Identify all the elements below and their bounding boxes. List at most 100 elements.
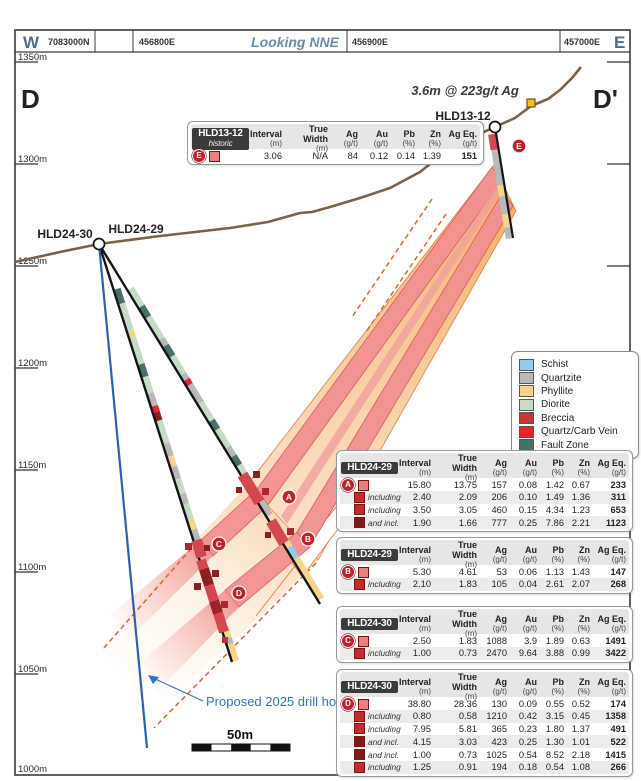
interval-swatch [354,736,365,748]
interval-swatch [354,517,365,529]
interval-swatch [354,723,365,735]
interval-swatch [358,479,369,491]
table-row: including 2.40 2.09 206 0.10 1.49 1.36 311 [340,490,629,504]
table-row: including 7.95 5.81 365 0.23 1.80 1.37 491 [340,723,629,736]
marker-badge-a: A [341,478,355,492]
table-header: HLD24-30 Interval (m) True Width (m) Ag (g/… [340,672,629,701]
marker-badge-b [300,531,316,547]
legend-item: Diorite [519,398,631,411]
svg-text:1250m: 1250m [18,256,47,267]
interval-a-blocks [236,471,269,506]
marker-badge-c [211,536,227,552]
northing-label: 7083000N [48,37,90,47]
hld24-29-lithology-strip [128,286,325,601]
interval-c-blocks [185,538,210,559]
proposed-hole-callout: Proposed 2025 drill hole [148,675,346,709]
legend-swatch-schist [519,358,534,371]
table-hole-name: HLD24-29 [341,549,398,561]
hld13-12-label: HLD13-12 [435,109,491,123]
svg-text:D: D [236,588,242,598]
legend-swatch-phyllite [519,385,534,398]
legend-swatch-quartzite [519,372,534,385]
marker-badge-d: D [341,697,355,711]
section-title: Looking NNE [251,34,340,50]
table-row: B 5.30 4.61 53 0.06 1.13 1.43 147 [340,565,629,579]
table-row: and incl. 1.90 1.66 777 0.25 7.86 2.21 1123 [340,516,629,530]
easting-456800: 456800E [139,37,175,47]
table-header: HLD24-29 Interval (m) True Width (m) Ag (g/… [340,540,629,569]
table-row: including 0.80 0.58 1210 0.42 3.15 0.45 135… [340,709,629,723]
legend-swatch-diorite [519,398,534,411]
easting-456900: 456900E [352,37,388,47]
legend-item: Quartzite [519,371,631,385]
assay-table-hld24-29-a: HLD24-29 Interval (m) True Width (m) Ag (g/… [336,450,633,533]
proposed-hole-label: Proposed 2025 drill hole [206,694,346,709]
assay-table-hld24-30-d: HLD24-30 Interval (m) True Width (m) Ag (g/… [336,669,633,777]
assay-table-hld13-12: HLD13-12 historic Interval (m) True Width(… [187,121,484,165]
collar-hld13-12 [488,120,502,134]
legend-item: Breccia [519,412,631,425]
interval-swatch [358,698,369,710]
proposed-drill-hole-line [97,243,149,749]
table-row: E 3.06 N/A 84 0.12 0.14 1.39 151 [191,149,480,163]
svg-text:A: A [286,492,292,502]
svg-text:1150m: 1150m [18,460,46,471]
legend-item: Phyllite [519,385,631,398]
legend-swatch-breccia [519,412,534,425]
svg-text:1200m: 1200m [18,358,47,369]
svg-text:1350m: 1350m [18,52,47,63]
table-header: HLD24-29 Interval (m) True Width (m) Ag (g/… [340,453,629,482]
hld13-12-trace [493,126,515,239]
table-row: D 38.80 28.36 130 0.09 0.55 0.52 174 [340,697,629,711]
hld24-29-trace [97,243,322,605]
marker-badge-e: E [192,149,206,163]
scale-bar: 50m [191,727,291,752]
header-band: W E 7083000N 456800E 456900E 457000E Loo… [23,33,625,52]
table-row: including 1.25 0.91 194 0.18 0.54 1.08 266 [340,760,629,774]
interval-b-blocks [265,518,294,546]
table-header: HLD13-12 historic Interval (m) True Width(… [191,124,480,153]
svg-text:E: E [516,141,522,151]
legend-item: Quartz/Carb Vein [519,425,631,438]
section-right-letter: D' [593,84,618,114]
interval-swatch [354,504,365,516]
projected-vein-dashes [102,198,447,729]
svg-text:B: B [305,534,311,544]
west-label: W [23,33,40,52]
table-row: A 15.80 13.75 157 0.08 1.42 0.67 233 [340,478,629,492]
hld24-29-label: HLD24-29 [108,222,164,236]
table-hole-name: HLD24-30 [341,681,398,693]
hld24-30-label: HLD24-30 [37,227,93,241]
marker-badge-e [511,138,527,154]
surface-hit-marker [526,98,536,108]
interval-swatch [209,150,220,162]
assay-table-hld24-30-c: HLD24-30 Interval (m) True Width (m) Ag (g/… [336,606,633,663]
arrow-icon [148,675,159,684]
east-label: E [614,33,625,52]
svg-text:1050m: 1050m [18,664,47,675]
table-hole-name: HLD13-12 historic [192,128,249,150]
legend-item: Schist [519,358,631,371]
table-row: including 3.50 3.05 460 0.15 4.34 1.23 653 [340,504,629,517]
svg-text:1300m: 1300m [18,154,47,165]
svg-text:C: C [216,539,222,549]
easting-457000: 457000E [564,37,600,47]
svg-text:1000m: 1000m [18,764,47,775]
marker-badge-d [231,585,247,601]
table-row: C 2.50 1.83 1088 3.9 1.89 0.63 1491 [340,634,629,648]
elevation-labels: 1350m 1300m 1250m 1200m 1150m 1100m 1050… [18,52,47,775]
interval-swatch [354,749,365,761]
table-row: including 1.00 0.73 2470 9.64 3.88 0.99 342… [340,646,629,660]
svg-text:1100m: 1100m [18,562,46,573]
interval-d-blocks [194,558,229,643]
interval-markers: A B C D E [211,138,527,601]
svg-text:50m: 50m [227,727,253,742]
surface-topography-line [14,66,583,264]
marker-badge-a [281,489,297,505]
table-row: and incl. 4.15 3.03 423 0.25 1.30 1.01 522 [340,735,629,749]
table-row: including 2.10 1.83 105 0.04 2.61 2.07 268 [340,577,629,591]
interval-swatch [354,578,365,590]
interval-swatch [354,761,365,773]
assay-table-hld24-29-b: HLD24-29 Interval (m) True Width (m) Ag (g/… [336,537,633,594]
